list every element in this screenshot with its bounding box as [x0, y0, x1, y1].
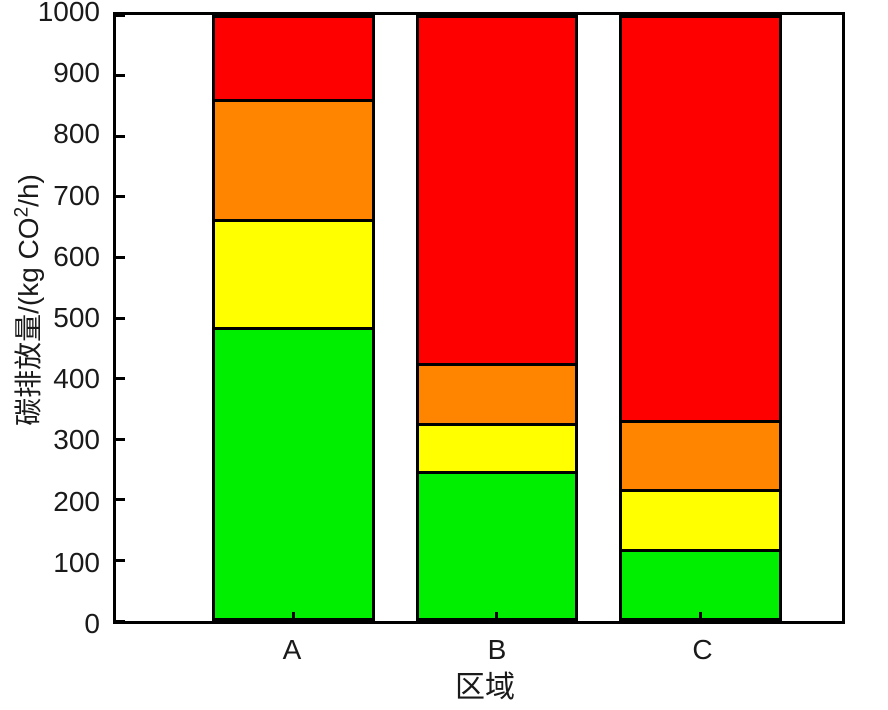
x-tick-mark-A	[292, 612, 295, 621]
y-axis-title-suffix: /h)	[13, 174, 44, 207]
y-tick-label-800: 800	[53, 118, 100, 150]
stacked-bar-B	[415, 15, 579, 621]
y-tick-mark-300	[116, 437, 125, 441]
y-tick-label-700: 700	[53, 179, 100, 211]
bar-C-orange-segment	[622, 423, 779, 492]
plot-area	[113, 12, 845, 624]
x-tick-label-B: B	[487, 634, 507, 665]
bar-C-green-segment	[622, 552, 779, 618]
bar-B-red-segment	[418, 18, 576, 366]
bar-B-orange-segment	[418, 366, 576, 426]
bar-A-yellow-segment	[215, 222, 372, 330]
y-tick-mark-400	[116, 377, 125, 381]
y-tick-label-600: 600	[53, 240, 100, 272]
y-tick-label-400: 400	[53, 363, 100, 395]
stacked-bar-A	[212, 15, 375, 621]
x-tick-mark-B	[495, 612, 499, 621]
y-tick-label-100: 100	[53, 546, 100, 578]
bar-A-orange-segment	[215, 102, 372, 222]
y-tick-mark-700	[116, 195, 125, 199]
y-tick-label-0: 0	[84, 608, 100, 639]
x-tick-label-A: A	[282, 634, 302, 665]
y-tick-label-500: 500	[53, 302, 100, 333]
x-tick-mark-C	[699, 612, 703, 621]
bar-B-green-segment	[418, 474, 576, 618]
y-tick-mark-200	[116, 498, 125, 502]
y-tick-label-900: 900	[53, 57, 100, 89]
y-tick-mark-1000	[116, 13, 125, 17]
y-tick-label-1000: 1000	[37, 0, 100, 27]
y-tick-mark-800	[116, 134, 125, 138]
y-axis-title-superscript: 2	[11, 206, 33, 218]
y-tick-mark-100	[116, 558, 125, 562]
y-tick-label-300: 300	[53, 424, 100, 456]
x-axis-title: 区域	[455, 671, 515, 704]
y-axis-title-prefix: 碳排放量/(kg CO	[13, 217, 44, 426]
stacked-bar-C	[619, 15, 782, 621]
y-tick-mark-900	[116, 74, 125, 78]
y-tick-mark-600	[116, 255, 125, 259]
y-tick-label-200: 200	[53, 485, 100, 517]
x-tick-label-C: C	[692, 634, 713, 665]
bar-A-green-segment	[215, 330, 372, 618]
bar-C-yellow-segment	[622, 492, 779, 552]
y-tick-mark-0	[116, 619, 125, 623]
bar-C-red-segment	[622, 18, 779, 423]
bar-B-yellow-segment	[418, 426, 576, 474]
y-axis-title: 碳排放量/(kg CO2/h)	[7, 174, 47, 426]
bar-A-red-segment	[215, 18, 372, 102]
y-tick-mark-500	[116, 316, 125, 320]
